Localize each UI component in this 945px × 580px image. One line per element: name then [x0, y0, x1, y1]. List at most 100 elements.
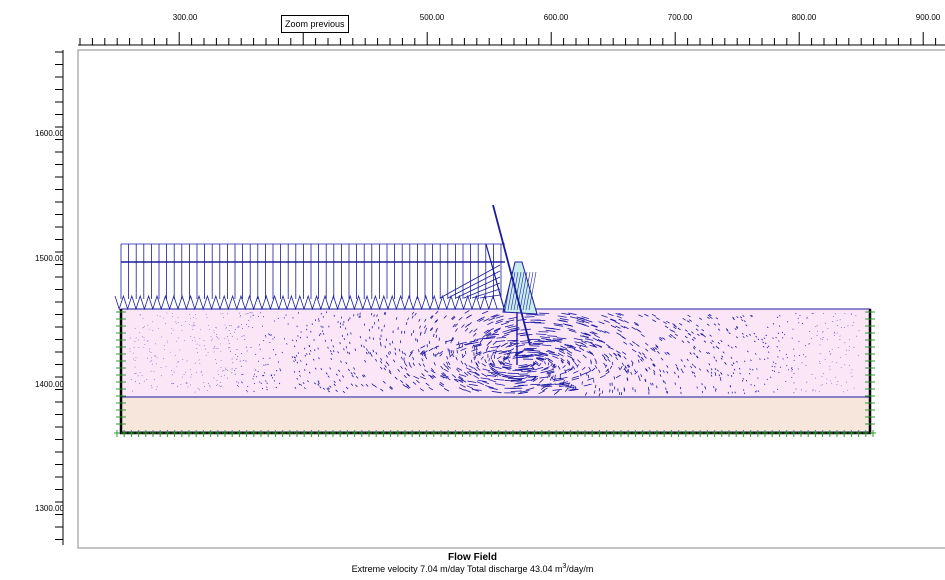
flow-vector: [438, 337, 440, 341]
flow-vector: [695, 328, 699, 331]
flow-vector: [679, 323, 683, 326]
flow-vector: [715, 317, 719, 320]
flow-vector: [521, 370, 531, 373]
flow-vector: [729, 385, 731, 388]
flow-vector: [536, 358, 544, 362]
flow-vector: [434, 353, 437, 358]
flow-vector: [369, 352, 372, 355]
flow-vector: [423, 352, 426, 357]
flow-vector: [473, 375, 480, 379]
water-load-fan-line: [455, 276, 501, 299]
flow-vector: [566, 361, 571, 366]
flow-vector: [486, 332, 492, 337]
flow-vector: [566, 346, 576, 350]
flow-vector: [526, 379, 536, 381]
flow-vector: [547, 362, 550, 366]
flow-vector: [473, 355, 477, 359]
flow-vector: [558, 350, 565, 354]
flow-vector: [293, 356, 295, 359]
dam-structure[interactable]: [485, 204, 538, 365]
flow-vector: [707, 316, 710, 319]
flow-vector: [717, 328, 721, 331]
flow-vector: [622, 351, 627, 355]
flow-vector: [460, 347, 467, 352]
flow-vector: [338, 369, 341, 372]
flow-vector: [542, 383, 552, 386]
flow-vector: [558, 383, 568, 386]
flow-vector: [394, 376, 398, 380]
flow-vector: [386, 354, 388, 358]
flow-vector: [793, 348, 795, 350]
flow-vector: [542, 340, 553, 343]
flow-vector: [327, 346, 329, 349]
flow-vector: [579, 335, 589, 338]
flow-vector: [591, 331, 598, 335]
flow-vector: [252, 378, 254, 380]
flow-vector: [547, 368, 555, 372]
flow-vector: [560, 357, 565, 362]
flow-vector: [603, 362, 606, 367]
flow-vector: [477, 379, 487, 383]
flow-vector: [255, 376, 258, 378]
flow-vector: [468, 365, 474, 369]
flow-vector: [592, 337, 599, 341]
y-tick-label: 1400.00: [35, 380, 64, 389]
flow-vector: [482, 368, 491, 372]
flow-vector: [379, 341, 382, 345]
flow-vector: [696, 355, 699, 359]
x-tick-label: 800.00: [792, 13, 817, 22]
flow-vector: [640, 334, 645, 338]
flow-vector: [395, 317, 398, 320]
flow-vector: [653, 363, 656, 367]
flow-vector: [695, 324, 699, 327]
flow-vector: [370, 312, 373, 316]
flow-vector: [768, 351, 770, 353]
drawing-frame: [77, 49, 945, 549]
flow-vector: [567, 368, 573, 372]
flow-vector: [569, 316, 579, 319]
flow-vector: [616, 332, 622, 336]
flow-vector: [304, 354, 307, 357]
water-pressure-load[interactable]: [120, 243, 505, 299]
flow-vector: [487, 371, 497, 374]
flow-vector: [580, 372, 587, 376]
x-tick-label: 700.00: [668, 13, 693, 22]
flow-vector: [652, 319, 657, 323]
flow-vector: [585, 372, 588, 376]
flow-vector: [502, 355, 509, 360]
flow-vector: [722, 351, 725, 354]
flow-vector: [601, 314, 608, 318]
flow-vector: [782, 358, 784, 360]
flow-vector: [327, 387, 330, 390]
flow-vector: [645, 348, 649, 352]
flow-vector: [666, 351, 670, 355]
flow-vector: [752, 368, 754, 371]
flow-vector: [594, 344, 602, 348]
flow-vector: [473, 367, 478, 372]
flow-vector: [271, 377, 274, 379]
flow-vector: [618, 318, 624, 322]
flow-vector: [561, 359, 564, 363]
flow-vector: [735, 326, 738, 329]
flow-vector: [467, 380, 477, 383]
flow-vector: [353, 367, 356, 370]
flow-vector: [713, 386, 715, 389]
lower-soil-layer[interactable]: [120, 396, 871, 433]
flow-vector: [420, 331, 422, 335]
flow-vector: [664, 381, 666, 384]
flow-vector: [651, 313, 657, 317]
flow-vector: [552, 363, 556, 368]
flow-vector: [495, 320, 503, 325]
flow-vector: [620, 366, 623, 370]
flow-vector: [318, 357, 320, 360]
flow-vector: [594, 334, 600, 339]
flow-vector: [537, 352, 547, 355]
flow-vector: [253, 390, 255, 393]
flow-vector: [320, 368, 323, 371]
flow-vector: [424, 318, 427, 322]
flow-vector: [714, 368, 717, 371]
flow-vector: [710, 374, 713, 377]
flow-vector: [601, 354, 606, 359]
flow-vector: [545, 329, 556, 332]
